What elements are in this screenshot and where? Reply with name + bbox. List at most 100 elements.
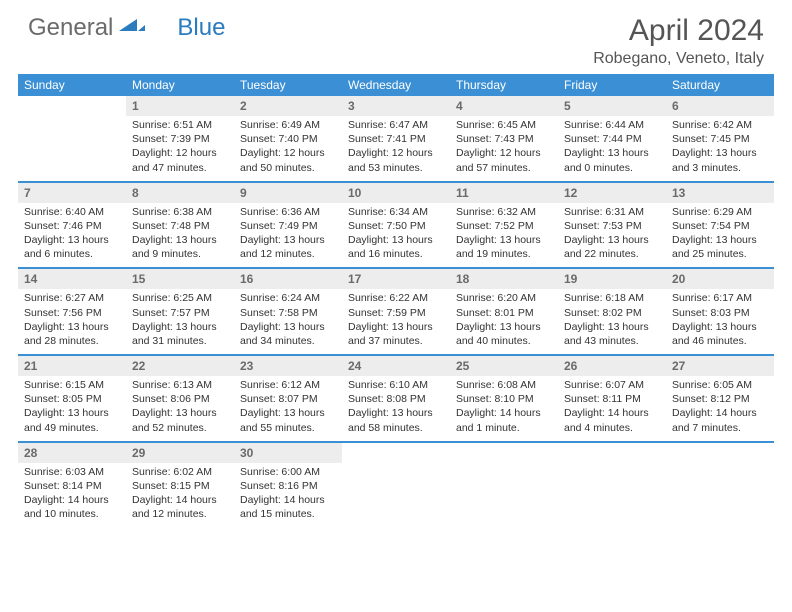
logo: General Blue [28, 14, 225, 42]
day-number: 10 [342, 183, 450, 203]
day-number: 13 [666, 183, 774, 203]
daylight-text: Daylight: 12 hours and 50 minutes. [234, 146, 342, 174]
calendar-day-empty [558, 443, 666, 528]
sunset-text: Sunset: 7:43 PM [450, 132, 558, 146]
daylight-text: Daylight: 13 hours and 0 minutes. [558, 146, 666, 174]
calendar-day: 8Sunrise: 6:38 AMSunset: 7:48 PMDaylight… [126, 183, 234, 268]
calendar-day: 11Sunrise: 6:32 AMSunset: 7:52 PMDayligh… [450, 183, 558, 268]
sunrise-text: Sunrise: 6:13 AM [126, 378, 234, 392]
day-number: 20 [666, 269, 774, 289]
weekday-header: Monday [126, 74, 234, 96]
weekday-header-row: SundayMondayTuesdayWednesdayThursdayFrid… [18, 74, 774, 96]
daylight-text: Daylight: 13 hours and 12 minutes. [234, 233, 342, 261]
calendar-day: 25Sunrise: 6:08 AMSunset: 8:10 PMDayligh… [450, 356, 558, 441]
calendar-day-empty [342, 443, 450, 528]
sunrise-text: Sunrise: 6:25 AM [126, 291, 234, 305]
weekday-header: Thursday [450, 74, 558, 96]
day-number: 12 [558, 183, 666, 203]
location-text: Robegano, Veneto, Italy [593, 50, 764, 68]
calendar-day: 10Sunrise: 6:34 AMSunset: 7:50 PMDayligh… [342, 183, 450, 268]
daylight-text: Daylight: 12 hours and 47 minutes. [126, 146, 234, 174]
sunset-text: Sunset: 7:58 PM [234, 306, 342, 320]
calendar-week: 7 Sunrise: 6:40 AMSunset: 7:46 PM Daylight… [18, 183, 774, 270]
day-number: 25 [450, 356, 558, 376]
day-number: 29 [126, 443, 234, 463]
daylight-text: Daylight: 13 hours and 52 minutes. [126, 406, 234, 434]
calendar-day: 16Sunrise: 6:24 AMSunset: 7:58 PMDayligh… [234, 269, 342, 354]
calendar-day: 14Sunrise: 6:27 AMSunset: 7:56 PMDayligh… [18, 269, 126, 354]
day-number: 8 [126, 183, 234, 203]
calendar-day: 7Sunrise: 6:40 AMSunset: 7:46 PMDaylight… [18, 183, 126, 268]
weekday-header: Wednesday [342, 74, 450, 96]
sunset-text: Sunset: 7:40 PM [234, 132, 342, 146]
sunset-text: Sunset: 8:01 PM [450, 306, 558, 320]
calendar-week: 14Sunrise: 6:27 AMSunset: 7:56 PMDayligh… [18, 269, 774, 356]
sunrise-text: Sunrise: 6:49 AM [234, 118, 342, 132]
day-number: 15 [126, 269, 234, 289]
sunrise-text: Sunrise: 6:02 AM [126, 465, 234, 479]
daylight-text: Daylight: 13 hours and 58 minutes. [342, 406, 450, 434]
sunrise-text: Sunrise: 6:34 AM [342, 205, 450, 219]
calendar-day: 19Sunrise: 6:18 AMSunset: 8:02 PMDayligh… [558, 269, 666, 354]
day-number: 4 [450, 96, 558, 116]
sunset-text: Sunset: 8:08 PM [342, 392, 450, 406]
logo-icon [119, 17, 145, 40]
sunset-text: Sunset: 7:46 PM [18, 219, 126, 233]
day-number: 14 [18, 269, 126, 289]
sunrise-text: Sunrise: 6:10 AM [342, 378, 450, 392]
sunset-text: Sunset: 8:02 PM [558, 306, 666, 320]
sunrise-text: Sunrise: 6:18 AM [558, 291, 666, 305]
sunrise-text: Sunrise: 6:42 AM [666, 118, 774, 132]
daylight-text: Daylight: 13 hours and 55 minutes. [234, 406, 342, 434]
calendar-week: 1Sunrise: 6:51 AMSunset: 7:39 PMDaylight… [18, 96, 774, 183]
calendar-grid: 1Sunrise: 6:51 AMSunset: 7:39 PMDaylight… [18, 96, 774, 527]
sunrise-text: Sunrise: 6:40 AM [18, 205, 126, 219]
day-number: 24 [342, 356, 450, 376]
day-number: 26 [558, 356, 666, 376]
sunrise-text: Sunrise: 6:51 AM [126, 118, 234, 132]
daylight-text: Daylight: 13 hours and 28 minutes. [18, 320, 126, 348]
sunrise-text: Sunrise: 6:20 AM [450, 291, 558, 305]
day-number: 18 [450, 269, 558, 289]
sunset-text: Sunset: 7:54 PM [666, 219, 774, 233]
day-number: 3 [342, 96, 450, 116]
day-number: 11 [450, 183, 558, 203]
calendar: SundayMondayTuesdayWednesdayThursdayFrid… [0, 74, 792, 527]
daylight-text: Daylight: 12 hours and 53 minutes. [342, 146, 450, 174]
sunrise-text: Sunrise: 6:03 AM [18, 465, 126, 479]
calendar-day: 2Sunrise: 6:49 AMSunset: 7:40 PMDaylight… [234, 96, 342, 181]
sunset-text: Sunset: 8:03 PM [666, 306, 774, 320]
sunrise-text: Sunrise: 6:17 AM [666, 291, 774, 305]
day-number: 7 [18, 183, 126, 203]
sunset-text: Sunset: 8:12 PM [666, 392, 774, 406]
sunrise-text: Sunrise: 6:45 AM [450, 118, 558, 132]
day-number: 6 [666, 96, 774, 116]
calendar-day: 1Sunrise: 6:51 AMSunset: 7:39 PMDaylight… [126, 96, 234, 181]
daylight-text: Daylight: 13 hours and 16 minutes. [342, 233, 450, 261]
sunset-text: Sunset: 7:53 PM [558, 219, 666, 233]
sunset-text: Sunset: 8:05 PM [18, 392, 126, 406]
logo-word-2: Blue [177, 14, 225, 42]
sunset-text: Sunset: 8:14 PM [18, 479, 126, 493]
daylight-text: Daylight: 14 hours and 4 minutes. [558, 406, 666, 434]
sunset-text: Sunset: 7:59 PM [342, 306, 450, 320]
calendar-day: 29Sunrise: 6:02 AMSunset: 8:15 PMDayligh… [126, 443, 234, 528]
sunrise-text: Sunrise: 6:24 AM [234, 291, 342, 305]
calendar-day: 27Sunrise: 6:05 AMSunset: 8:12 PMDayligh… [666, 356, 774, 441]
daylight-text: Daylight: 12 hours and 57 minutes. [450, 146, 558, 174]
logo-word-1: General [28, 14, 113, 42]
day-number: 9 [234, 183, 342, 203]
sunset-text: Sunset: 7:45 PM [666, 132, 774, 146]
sunset-text: Sunset: 7:48 PM [126, 219, 234, 233]
sunrise-text: Sunrise: 6:31 AM [558, 205, 666, 219]
calendar-day: 20Sunrise: 6:17 AMSunset: 8:03 PMDayligh… [666, 269, 774, 354]
day-number: 28 [18, 443, 126, 463]
daylight-text: Daylight: 13 hours and 22 minutes. [558, 233, 666, 261]
daylight-text: Daylight: 13 hours and 19 minutes. [450, 233, 558, 261]
sunrise-text: Sunrise: 6:07 AM [558, 378, 666, 392]
day-number: 23 [234, 356, 342, 376]
sunset-text: Sunset: 7:41 PM [342, 132, 450, 146]
weekday-header: Saturday [666, 74, 774, 96]
sunset-text: Sunset: 8:10 PM [450, 392, 558, 406]
sunrise-text: Sunrise: 6:00 AM [234, 465, 342, 479]
